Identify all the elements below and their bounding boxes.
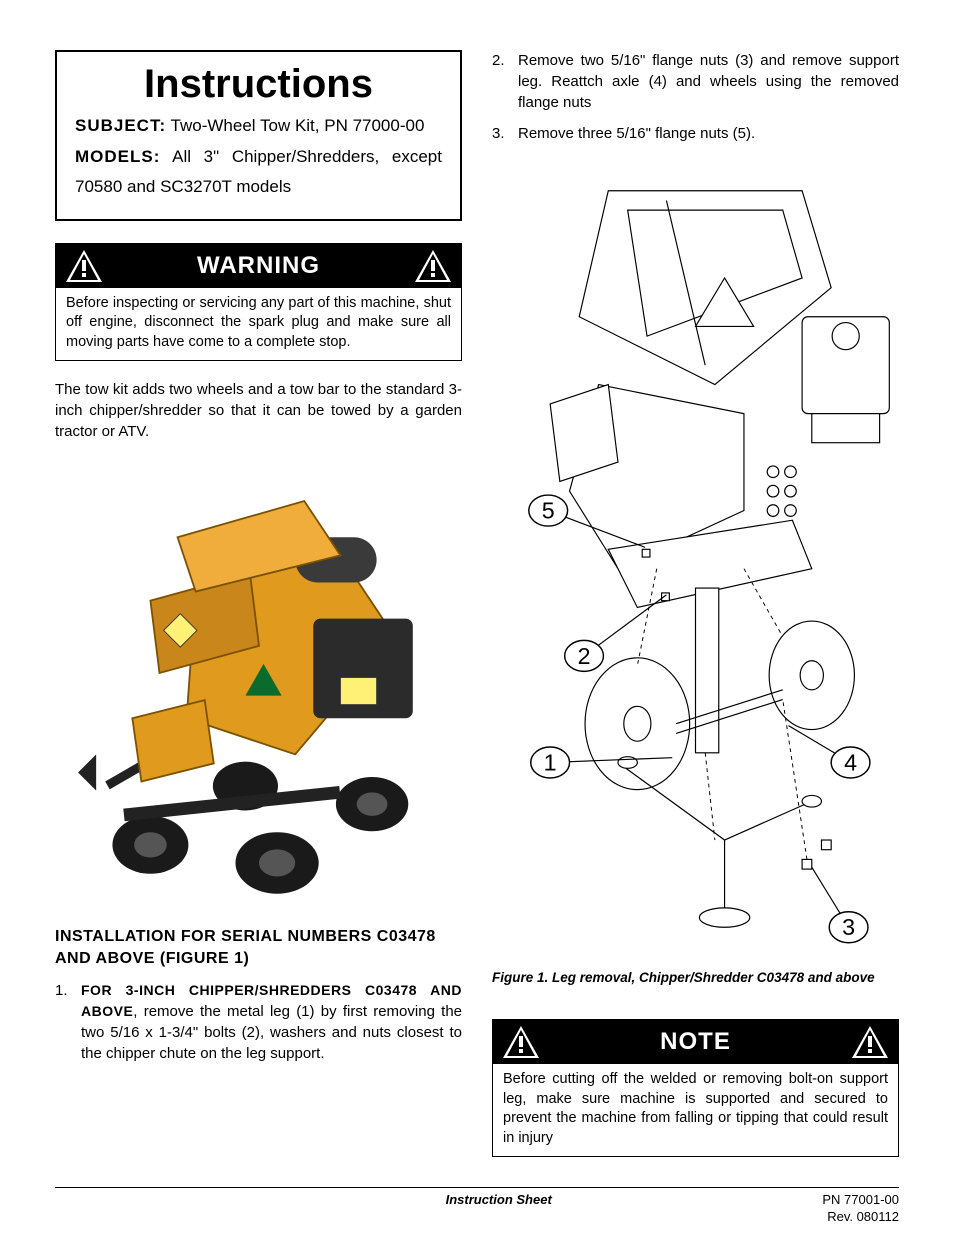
figure-1: 5 2 1 4 3 Figure 1. Leg removal, Chipper/Shr…	[492, 154, 899, 985]
subject-text: Two-Wheel Tow Kit, PN 77000-00	[171, 116, 425, 135]
warning-box: WARNING Before inspecting or servicing a…	[55, 243, 462, 362]
step-item: 2. Remove two 5/16" flange nuts (3) and …	[492, 50, 899, 113]
warning-triangle-icon	[64, 248, 104, 284]
note-body: Before cutting off the welded or removin…	[493, 1064, 898, 1156]
warning-triangle-icon	[413, 248, 453, 284]
install-heading: INSTALLATION FOR SERIAL NUMBERS C03478 A…	[55, 926, 462, 969]
figure-1-svg: 5 2 1 4 3	[492, 154, 899, 964]
footer-rev: Rev. 080112	[827, 1209, 899, 1224]
note-banner: NOTE	[493, 1020, 898, 1064]
note-label: NOTE	[660, 1028, 731, 1056]
svg-text:2: 2	[578, 643, 591, 669]
step-number: 1.	[55, 980, 81, 1064]
footer-pn: PN 77001-00	[822, 1192, 899, 1207]
figure-1-caption: Figure 1. Leg removal, Chipper/Shredder …	[492, 970, 899, 985]
step-item: 1. FOR 3-INCH CHIPPER/SHREDDERS C03478 A…	[55, 980, 462, 1064]
models-line: MODELS: All 3" Chipper/Shredders, except…	[75, 142, 442, 203]
warning-triangle-icon	[501, 1024, 541, 1060]
product-render	[55, 462, 462, 902]
two-column-layout: Instructions SUBJECT: Two-Wheel Tow Kit,…	[55, 50, 899, 1175]
footer-center: Instruction Sheet	[175, 1192, 822, 1207]
svg-text:5: 5	[542, 498, 555, 524]
page: Instructions SUBJECT: Two-Wheel Tow Kit,…	[0, 0, 954, 1246]
intro-paragraph: The tow kit adds two wheels and a tow ba…	[55, 379, 462, 442]
product-render-svg	[69, 462, 449, 902]
note-box: NOTE Before cutting off the welded or re…	[492, 1019, 899, 1157]
page-footer: Instruction Sheet PN 77001-00 Rev. 08011…	[55, 1187, 899, 1226]
svg-text:4: 4	[844, 750, 857, 776]
warning-triangle-icon	[850, 1024, 890, 1060]
step-body: FOR 3-INCH CHIPPER/SHREDDERS C03478 AND …	[81, 980, 462, 1064]
subject-line: SUBJECT: Two-Wheel Tow Kit, PN 77000-00	[75, 111, 442, 142]
svg-text:3: 3	[842, 914, 855, 940]
step-rest: , remove the metal leg (1) by first remo…	[81, 1003, 462, 1062]
step-number: 3.	[492, 123, 518, 144]
callout-4: 4	[789, 726, 870, 778]
step-item: 3. Remove three 5/16" flange nuts (5).	[492, 123, 899, 144]
step-body: Remove three 5/16" flange nuts (5).	[518, 123, 899, 144]
left-column: Instructions SUBJECT: Two-Wheel Tow Kit,…	[55, 50, 462, 1175]
subject-label: SUBJECT:	[75, 116, 166, 135]
callout-3: 3	[812, 867, 868, 943]
footer-right: PN 77001-00 Rev. 080112	[822, 1192, 899, 1226]
steps-left: 1. FOR 3-INCH CHIPPER/SHREDDERS C03478 A…	[55, 980, 462, 1064]
models-label: MODELS:	[75, 147, 160, 166]
warning-label: WARNING	[197, 252, 320, 280]
warning-body: Before inspecting or servicing any part …	[56, 288, 461, 361]
right-column: 2. Remove two 5/16" flange nuts (3) and …	[492, 50, 899, 1175]
svg-text:1: 1	[544, 750, 557, 776]
doc-title: Instructions	[75, 62, 442, 107]
steps-right: 2. Remove two 5/16" flange nuts (3) and …	[492, 50, 899, 144]
step-body: Remove two 5/16" flange nuts (3) and rem…	[518, 50, 899, 113]
step-number: 2.	[492, 50, 518, 113]
warning-banner: WARNING	[56, 244, 461, 288]
title-box: Instructions SUBJECT: Two-Wheel Tow Kit,…	[55, 50, 462, 221]
